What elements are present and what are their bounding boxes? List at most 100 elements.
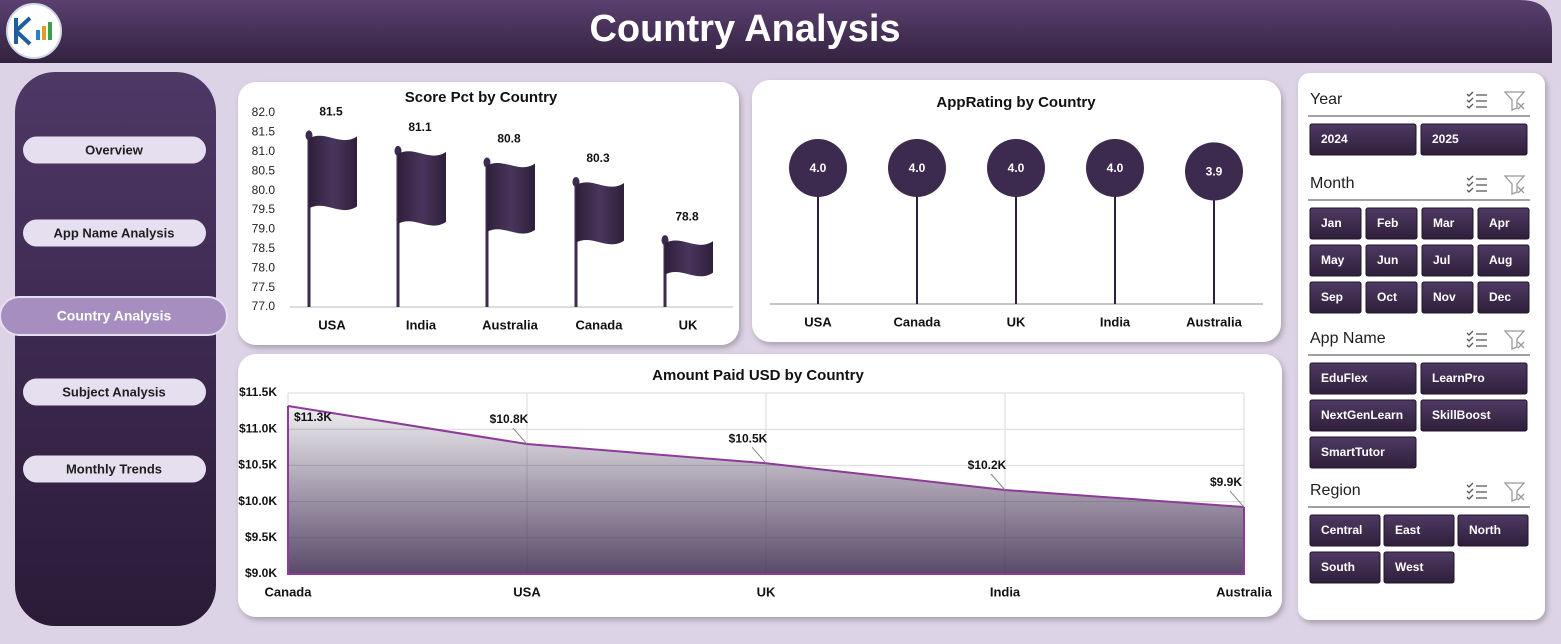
lollipop-head xyxy=(1086,139,1144,197)
nav-button[interactable] xyxy=(23,136,206,164)
x-tick-label: UK xyxy=(679,317,698,332)
header-bar xyxy=(0,0,1552,63)
y-tick-label: 77.5 xyxy=(252,280,276,294)
slicer-button[interactable] xyxy=(1309,436,1417,469)
slicer-item: West xyxy=(1395,560,1423,574)
slicer-button[interactable] xyxy=(1383,514,1455,547)
x-tick-label: UK xyxy=(757,584,776,599)
slicer-button[interactable] xyxy=(1309,399,1417,432)
nav-button[interactable] xyxy=(23,219,206,247)
slicer-item: Jan xyxy=(1321,216,1342,230)
slicer-button[interactable] xyxy=(1309,244,1362,277)
x-tick-label: Australia xyxy=(482,317,538,332)
slicer-item: NextGenLearn xyxy=(1321,408,1403,422)
slicer-item: Feb xyxy=(1377,216,1398,230)
slicer-title: Region xyxy=(1310,482,1361,499)
x-tick-label: USA xyxy=(318,317,346,332)
slicer-item: East xyxy=(1395,523,1420,537)
clear-filter-icon[interactable] xyxy=(1503,482,1526,502)
data-label: 4.0 xyxy=(1107,161,1124,175)
slicer-title: App Name xyxy=(1310,330,1386,347)
data-label: 80.8 xyxy=(497,132,521,146)
y-tick-label: 79.0 xyxy=(252,222,276,236)
slicer-item: South xyxy=(1321,560,1355,574)
slicer-button[interactable] xyxy=(1309,123,1417,156)
slicer-button[interactable] xyxy=(1420,399,1528,432)
slicer-title: Month xyxy=(1310,175,1354,192)
slicer-item: Jul xyxy=(1433,253,1450,267)
x-tick-label: India xyxy=(1100,314,1131,329)
slicer-item: May xyxy=(1321,253,1345,267)
multi-select-icon[interactable] xyxy=(1466,175,1487,193)
x-tick-label: USA xyxy=(513,584,541,599)
multi-select-icon[interactable] xyxy=(1466,91,1487,109)
y-tick-label: $11.5K xyxy=(239,385,277,399)
slicer-item: Oct xyxy=(1377,290,1397,304)
area-fill xyxy=(288,406,1244,574)
slicer-button[interactable] xyxy=(1477,281,1530,314)
y-tick-label: 79.5 xyxy=(252,202,276,216)
data-label: $9.9K xyxy=(1210,475,1242,489)
data-label: $10.8K xyxy=(490,412,529,426)
slicer-button[interactable] xyxy=(1420,362,1528,395)
nav-button[interactable] xyxy=(23,378,206,406)
nav-label: Country Analysis xyxy=(57,308,172,324)
nav-button-active[interactable] xyxy=(0,296,228,336)
slicer-button[interactable] xyxy=(1309,207,1362,240)
data-label: 4.0 xyxy=(909,161,926,175)
slicer-item: Sep xyxy=(1321,290,1343,304)
slicer-button[interactable] xyxy=(1421,244,1474,277)
lollipop-head xyxy=(789,139,847,197)
x-tick-label: India xyxy=(406,317,437,332)
slicer-item: 2025 xyxy=(1432,132,1459,146)
leader-line xyxy=(1229,490,1245,508)
slicer-button[interactable] xyxy=(1309,551,1381,584)
multi-select-icon[interactable] xyxy=(1466,482,1487,500)
logo xyxy=(6,3,62,59)
clear-filter-icon[interactable] xyxy=(1503,330,1526,350)
nav-button[interactable] xyxy=(23,455,206,483)
slicer-button[interactable] xyxy=(1420,123,1528,156)
sidebar xyxy=(15,72,216,626)
clear-filter-icon[interactable] xyxy=(1503,175,1526,195)
leader-line xyxy=(990,473,1006,491)
lollipop-head xyxy=(1185,142,1243,201)
leader-line xyxy=(751,446,767,464)
slicer-item: 2024 xyxy=(1321,132,1348,146)
slicer-button[interactable] xyxy=(1365,244,1418,277)
slicer-button[interactable] xyxy=(1421,207,1474,240)
clear-filter-icon[interactable] xyxy=(1503,91,1526,111)
slicer-button[interactable] xyxy=(1309,362,1417,395)
slicer-button[interactable] xyxy=(1421,281,1474,314)
page-title: Country Analysis xyxy=(589,8,900,50)
slicer-button[interactable] xyxy=(1365,281,1418,314)
slicer-button[interactable] xyxy=(1477,207,1530,240)
x-tick-label: Australia xyxy=(1186,314,1242,329)
nav-label: App Name Analysis xyxy=(54,225,175,240)
flag xyxy=(576,182,624,245)
slicer-item: EduFlex xyxy=(1321,371,1368,385)
slicer-button[interactable] xyxy=(1457,514,1529,547)
slicer-button[interactable] xyxy=(1365,207,1418,240)
data-label: 81.5 xyxy=(319,105,343,119)
x-tick-label: Canada xyxy=(265,584,313,599)
data-label: 80.3 xyxy=(586,151,610,165)
y-tick-label: $9.5K xyxy=(245,530,277,544)
slicer-button[interactable] xyxy=(1309,514,1381,547)
y-tick-label: 80.0 xyxy=(252,183,276,197)
chart-title: Amount Paid USD by Country xyxy=(652,367,864,384)
lollipop-head xyxy=(888,139,946,197)
y-tick-label: 78.0 xyxy=(252,260,276,274)
flag xyxy=(309,135,357,211)
y-tick-label: $10.0K xyxy=(238,494,277,508)
multi-select-icon[interactable] xyxy=(1466,330,1487,348)
slicer-button[interactable] xyxy=(1309,281,1362,314)
x-tick-label: UK xyxy=(1007,314,1026,329)
slicer-button[interactable] xyxy=(1477,244,1530,277)
leader-line xyxy=(512,427,528,445)
y-tick-label: 78.5 xyxy=(252,241,276,255)
slicer-item: Apr xyxy=(1489,216,1510,230)
slicer-button[interactable] xyxy=(1383,551,1455,584)
y-tick-label: $10.5K xyxy=(238,458,277,472)
